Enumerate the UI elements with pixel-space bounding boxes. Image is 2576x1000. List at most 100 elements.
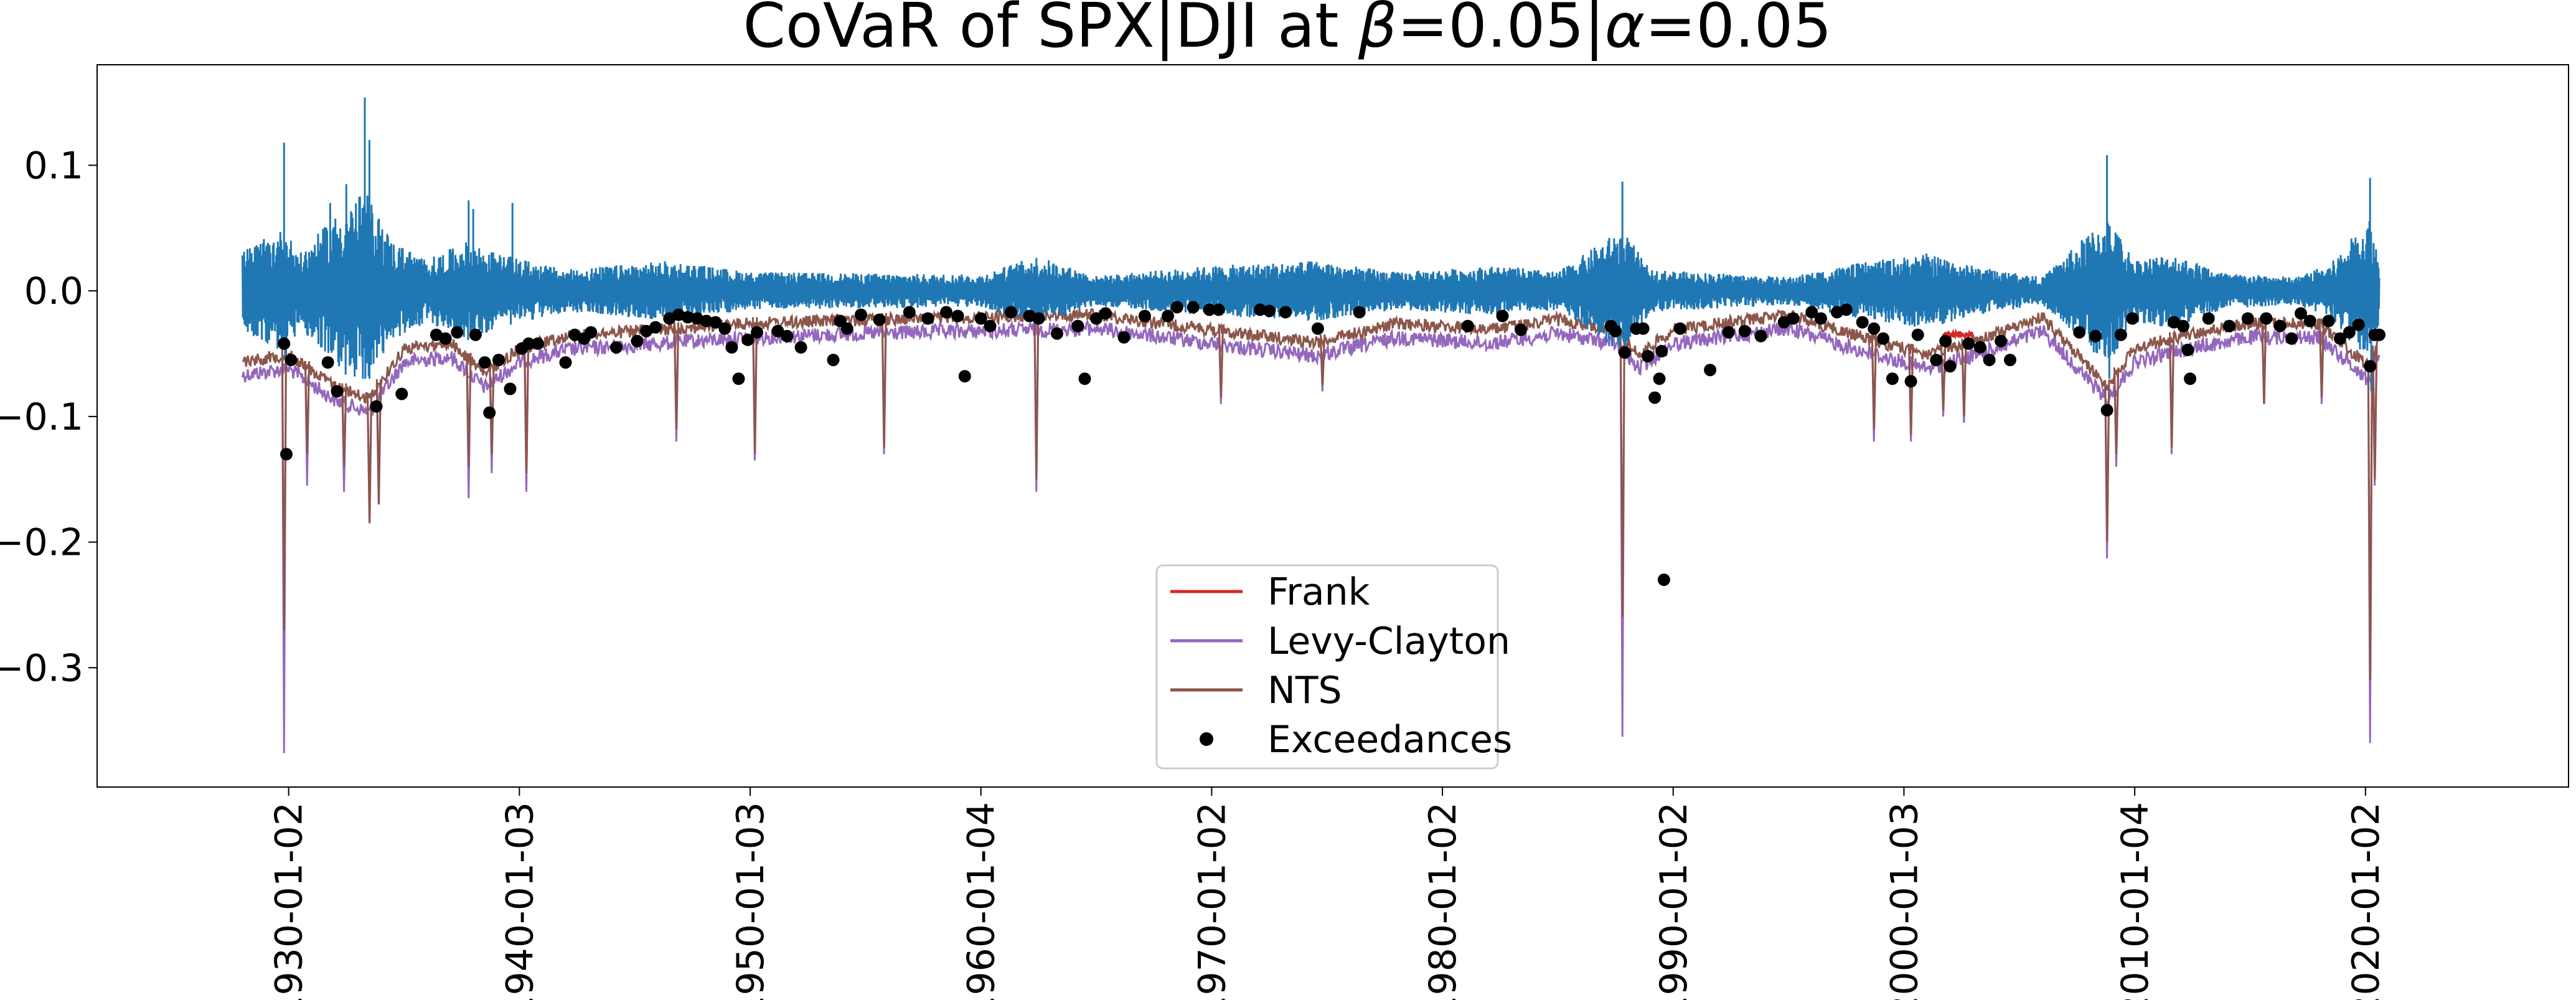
exceedance-point — [827, 354, 840, 367]
exceedance-point — [1051, 327, 1063, 340]
exceedance-point — [1805, 306, 1818, 319]
exceedance-point — [700, 314, 713, 328]
exceedance-point — [2100, 403, 2113, 417]
exceedance-point — [794, 341, 807, 354]
exceedance-point — [951, 309, 964, 323]
exceedance-point — [1642, 350, 1654, 362]
x-tick-label: 2010-01-04 — [2113, 802, 2157, 1000]
exceedance-point — [532, 337, 544, 350]
exceedance-point — [2295, 307, 2307, 320]
legend-label: Levy-Clayton — [1267, 620, 1510, 663]
exceedance-point — [1254, 303, 1267, 316]
exceedance-point — [940, 306, 953, 319]
exceedance-point — [2089, 329, 2102, 342]
exceedance-point — [958, 370, 971, 383]
chart-title-beta-value: =0.05| — [1397, 0, 1604, 62]
levy-clayton-series — [242, 314, 2381, 753]
y-tick-label: −0.1 — [0, 395, 83, 439]
exceedance-point — [1657, 573, 1670, 587]
exceedance-point — [1754, 329, 1767, 342]
exceedance-point — [2303, 314, 2316, 328]
exceedance-point — [504, 382, 517, 395]
legend-box — [1155, 564, 1499, 770]
exceedance-point — [321, 356, 334, 369]
x-tick-label: 1990-01-02 — [1652, 802, 1696, 1000]
exceedance-point — [1496, 309, 1509, 323]
exceedance-point — [2177, 319, 2189, 333]
exceedance-point — [1203, 303, 1216, 316]
exceedance-point — [559, 356, 572, 369]
y-tick-label: 0.0 — [24, 270, 83, 313]
exceedance-point — [649, 321, 662, 334]
exceedance-point — [921, 312, 934, 325]
chart-title-prefix: CoVaR of SPX|DJI at — [743, 0, 1358, 62]
exceedance-point — [1117, 331, 1131, 344]
exceedance-point — [974, 312, 987, 325]
exceedance-point — [1673, 322, 1686, 335]
x-tick-label: 1950-01-03 — [729, 802, 773, 1000]
exceedance-point — [1353, 306, 1366, 319]
exceedance-point — [278, 337, 291, 350]
exceedance-point — [1648, 391, 1662, 404]
chart-title-alpha-value: =0.05 — [1645, 0, 1831, 62]
exceedance-point — [1032, 312, 1045, 325]
exceedance-point — [395, 387, 408, 400]
exceedance-point — [1071, 319, 1084, 333]
exceedance-point — [1609, 324, 1622, 337]
exceedance-point — [1983, 354, 1996, 367]
exceedance-point — [725, 341, 738, 354]
exceedance-point — [1099, 307, 1112, 320]
exceedance-point — [2126, 312, 2139, 325]
chart-title-beta-symbol: β — [1358, 0, 1398, 62]
exceedance-point — [1868, 322, 1881, 335]
exceedance-point — [1637, 322, 1650, 335]
plot-area — [242, 97, 2386, 753]
exceedance-point — [469, 328, 482, 341]
exceedance-point — [439, 332, 452, 345]
legend-label: Exceedances — [1267, 718, 1512, 762]
x-tick-label: 1960-01-04 — [960, 802, 1004, 1000]
exceedance-point — [1787, 312, 1800, 325]
exceedance-point — [1840, 303, 1853, 316]
exceedance-point — [2184, 372, 2197, 385]
exceedance-point — [1653, 372, 1666, 385]
exceedance-point — [771, 324, 784, 337]
exceedance-point — [1911, 328, 1924, 341]
exceedance-point — [284, 354, 298, 367]
exceedance-point — [840, 322, 853, 335]
exceedance-point — [1722, 326, 1735, 339]
exceedance-point — [2260, 312, 2273, 325]
x-tick-label: 1940-01-03 — [498, 802, 542, 1000]
exceedance-point — [2181, 343, 2194, 356]
exceedance-point — [855, 308, 867, 321]
exceedance-point — [1515, 323, 1528, 336]
x-tick-label: 2020-01-02 — [2344, 802, 2388, 1000]
exceedance-point — [2352, 318, 2365, 331]
exceedance-point — [370, 400, 383, 413]
exceedance-point — [2114, 328, 2127, 341]
exceedance-point — [2223, 319, 2236, 333]
exceedance-point — [631, 334, 644, 347]
exceedance-point — [681, 311, 694, 324]
exceedance-point — [1004, 306, 1017, 319]
exceedance-point — [610, 341, 623, 354]
exceedance-point — [1939, 334, 1952, 347]
exceedance-point — [903, 306, 916, 319]
exceedance-point — [331, 385, 344, 398]
exceedance-point — [585, 326, 598, 339]
exceedance-point — [1904, 375, 1917, 388]
x-tick-label: 1980-01-02 — [1421, 802, 1465, 1000]
exceedance-point — [2364, 360, 2377, 373]
x-tick-label: 1930-01-02 — [268, 802, 311, 1000]
y-tick-label: 0.1 — [24, 144, 83, 187]
exceedance-point — [522, 337, 535, 350]
exceedance-point — [2073, 326, 2086, 339]
exceedance-point — [751, 326, 764, 339]
exceedance-point — [1311, 322, 1324, 335]
exceedance-point — [1738, 324, 1751, 337]
exceedance-point — [1877, 332, 1890, 345]
chart-title-alpha-symbol: α — [1605, 0, 1645, 62]
exceedance-point — [718, 322, 731, 335]
exceedance-point — [1815, 312, 1827, 325]
